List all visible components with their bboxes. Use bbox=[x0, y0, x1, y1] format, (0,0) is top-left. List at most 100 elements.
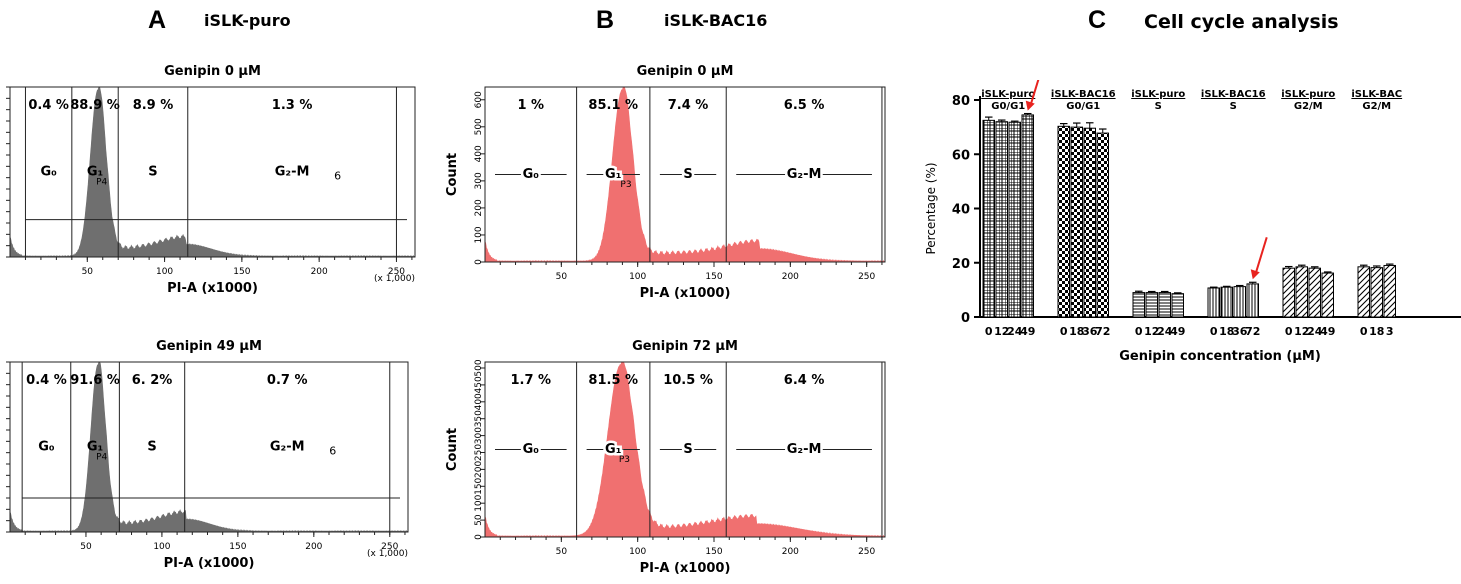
group-label: iSLK-BAC16 bbox=[1051, 89, 1116, 100]
gate-label: G₁ bbox=[87, 164, 103, 179]
bar bbox=[1145, 292, 1158, 318]
gate-percent: 81.5 % bbox=[588, 373, 638, 388]
x-tick-label: 49 bbox=[1020, 325, 1035, 338]
group-phase-label: G2/M bbox=[1294, 101, 1323, 112]
bar bbox=[1246, 283, 1259, 318]
x-axis-label: PI-A (x1000) bbox=[167, 281, 258, 296]
panel-label-b: B bbox=[596, 6, 615, 34]
x-tick-label: 200 bbox=[782, 547, 799, 557]
group-label: iSLK-BAC16 bbox=[1201, 89, 1266, 100]
gate-percent: 1.7 % bbox=[511, 373, 552, 388]
y-tick-label: 100 bbox=[474, 494, 484, 511]
x-tick-label: 250 bbox=[858, 272, 875, 282]
y-tick-label: 0 bbox=[474, 259, 484, 265]
histogram-b-top: Genipin 0 µM 1 % G₀ 85.1 % G₁ 7.4 % S 6.5 % G₂-M… bbox=[445, 64, 886, 301]
gate-percent: 0.7 % bbox=[267, 373, 308, 388]
panel-title-c: Cell cycle analysis bbox=[1144, 11, 1339, 33]
histogram-area bbox=[9, 86, 416, 258]
x-axis-label: Genipin concentration (µM) bbox=[1119, 349, 1321, 364]
bar bbox=[1158, 292, 1171, 318]
y-tick-label: 350 bbox=[474, 410, 484, 427]
bar bbox=[1083, 127, 1096, 318]
x-tick-label: 24 bbox=[1157, 325, 1173, 338]
gate-percent: 10.5 % bbox=[663, 373, 713, 388]
gate-percent: 0.4 % bbox=[26, 373, 67, 388]
gate-percent: 85.1 % bbox=[588, 98, 638, 113]
plot-frame bbox=[9, 86, 416, 258]
x-tick-label: 200 bbox=[305, 542, 322, 552]
gate-percent: 91.6 % bbox=[70, 373, 120, 388]
plot-frame bbox=[9, 361, 409, 533]
group-phase-label: G2/M bbox=[1362, 101, 1391, 112]
group-label: iSLK-puro bbox=[1131, 89, 1185, 100]
red-arrow bbox=[1254, 236, 1268, 274]
x-tick-label: 150 bbox=[705, 272, 722, 282]
gate-label: G₀ bbox=[38, 439, 55, 454]
x-tick-label: 12 bbox=[994, 325, 1009, 338]
gate-label: G₂-M bbox=[787, 442, 822, 457]
x-tick-label: 72 bbox=[1095, 325, 1110, 338]
y-tick-label: 60 bbox=[952, 148, 970, 163]
gate-label: G₂-M bbox=[270, 439, 305, 454]
y-tick-label: 40 bbox=[952, 203, 970, 218]
bar bbox=[1057, 125, 1070, 318]
x-axis-label: PI-A (x1000) bbox=[164, 556, 255, 571]
bar bbox=[1370, 267, 1383, 318]
x-tick-label: 18 bbox=[1069, 325, 1084, 338]
x-tick-label: 250 bbox=[381, 542, 398, 552]
group-phase-label: G0/G1 bbox=[1066, 101, 1100, 112]
x-tick-label: 0 bbox=[985, 325, 993, 338]
x-tick-label: 100 bbox=[156, 267, 173, 277]
panel-label-c: C bbox=[1088, 6, 1107, 34]
bar bbox=[1008, 121, 1021, 318]
gate-percent: 88.9 % bbox=[70, 98, 120, 113]
x-tick-label: 100 bbox=[629, 547, 646, 557]
population-label: P4 bbox=[96, 452, 107, 462]
histogram-b-bottom: Genipin 72 µM 1.7 % G₀ 81.5 % G₁ 10.5 % S 6.4 %… bbox=[445, 339, 886, 576]
panel-title-b: iSLK-BAC16 bbox=[664, 11, 768, 30]
gate-label: S bbox=[683, 167, 692, 182]
x-tick-label: 150 bbox=[229, 542, 246, 552]
plot-frame bbox=[484, 86, 886, 263]
gate-note: 6 bbox=[329, 444, 336, 457]
gate-label: G₂-M bbox=[787, 167, 822, 182]
plot-title: Genipin 72 µM bbox=[632, 339, 738, 354]
gate-percent: 6. 2% bbox=[132, 373, 173, 388]
y-tick-label: 150 bbox=[474, 477, 484, 494]
histogram-a-bottom: Genipin 49 µM 0.4 % G₀ 91.6 % G₁ 6. 2% S 0.7 % G… bbox=[6, 339, 409, 571]
y-tick-label: 250 bbox=[474, 444, 484, 461]
y-tick-label: 0 bbox=[474, 534, 484, 540]
y-tick-label: 500 bbox=[474, 118, 484, 135]
histogram-area bbox=[9, 361, 409, 533]
x-tick-label: 0 bbox=[1060, 325, 1068, 338]
gate-label: G₀ bbox=[40, 164, 57, 179]
red-arrow-head bbox=[1025, 100, 1035, 111]
x-tick-label: 150 bbox=[233, 267, 250, 277]
bar bbox=[1171, 293, 1184, 318]
red-arrow bbox=[1029, 80, 1040, 105]
gate-percent: 1 % bbox=[517, 98, 544, 113]
y-tick-label: 400 bbox=[474, 145, 484, 162]
x-tick-label: 250 bbox=[858, 547, 875, 557]
group-label: iSLK-BAC bbox=[1351, 89, 1402, 100]
bar bbox=[1070, 126, 1083, 318]
x-tick-label: 18 bbox=[1219, 325, 1234, 338]
x-tick-label: 36 bbox=[1082, 325, 1098, 338]
group-phase-label: G0/G1 bbox=[991, 101, 1025, 112]
x-tick-label: 49 bbox=[1320, 325, 1335, 338]
gate-label: G₂-M bbox=[275, 164, 310, 179]
bar bbox=[1207, 287, 1220, 318]
bar bbox=[1321, 272, 1334, 318]
x-axis-label: PI-A (x1000) bbox=[640, 286, 731, 301]
y-tick-label: 80 bbox=[952, 94, 970, 109]
gate-label: S bbox=[147, 439, 156, 454]
gate-note: 6 bbox=[334, 169, 341, 182]
y-tick-label: 0 bbox=[961, 311, 970, 326]
x-tick-label: 0 bbox=[1285, 325, 1293, 338]
bar bbox=[1021, 114, 1034, 318]
y-tick-label: 200 bbox=[474, 199, 484, 216]
plot-title: Genipin 0 µM bbox=[637, 64, 734, 79]
bar bbox=[995, 121, 1008, 318]
x-tick-label: 49 bbox=[1170, 325, 1185, 338]
